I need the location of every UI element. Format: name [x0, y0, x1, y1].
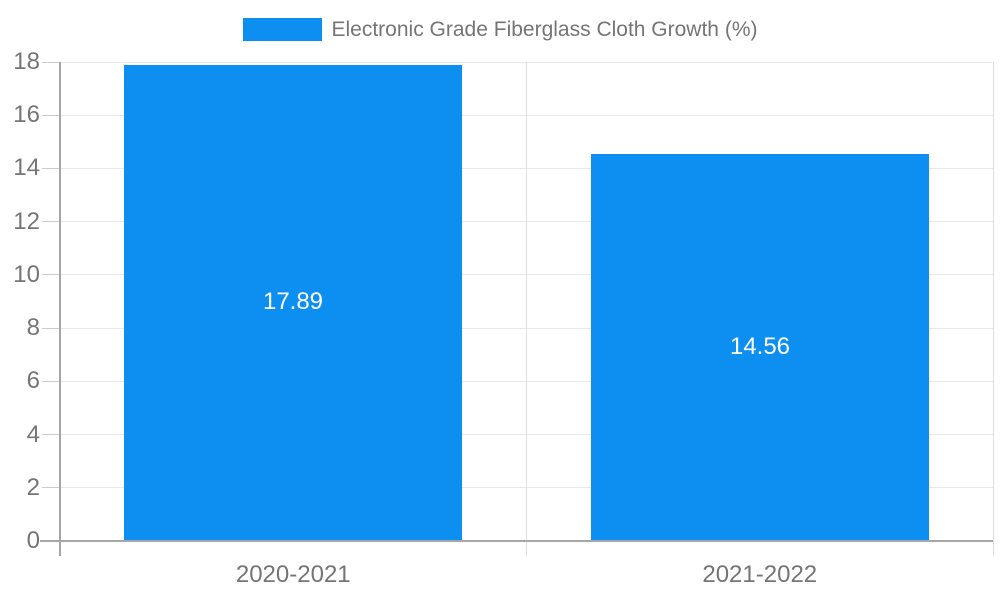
y-axis-tick [42, 221, 60, 223]
y-axis-tick-label: 2 [26, 473, 40, 501]
y-axis-tick-label: 16 [13, 101, 40, 129]
y-axis-tick-label: 18 [13, 48, 40, 75]
bar[interactable]: 17.89 [124, 64, 462, 540]
x-axis-category-label: 2020-2021 [235, 561, 351, 588]
bar-value-label: 17.89 [262, 288, 324, 316]
y-axis-tick-label: 4 [26, 420, 40, 448]
y-axis-tick [42, 114, 60, 116]
y-axis-tick [42, 487, 60, 489]
y-axis-tick-label: 14 [13, 154, 40, 182]
y-axis-tick [42, 61, 60, 63]
y-axis-line [59, 62, 61, 556]
category-boundary-gridline [526, 62, 527, 556]
y-axis-tick [42, 167, 60, 169]
y-axis-tick [42, 380, 60, 382]
bar[interactable]: 14.56 [591, 153, 929, 540]
chart-legend[interactable]: Electronic Grade Fiberglass Cloth Growth… [0, 18, 1000, 41]
y-axis-tick-label: 8 [26, 314, 40, 342]
y-axis-tick [42, 274, 60, 276]
bar-value-label: 14.56 [729, 332, 791, 360]
x-axis-line [40, 540, 993, 542]
y-axis-tick-label: 0 [26, 527, 40, 554]
y-axis-tick-label: 10 [13, 260, 40, 288]
y-axis-tick [42, 434, 60, 436]
y-axis-tick-label: 12 [13, 207, 40, 235]
y-axis-tick-label: 6 [26, 367, 40, 395]
legend-label: Electronic Grade Fiberglass Cloth Growth… [331, 18, 758, 41]
y-axis-tick [42, 327, 60, 329]
category-boundary-gridline [992, 62, 994, 556]
plot-area: 0 2 4 6 8 10 12 14 16 18 17.89 2020-2021 14.56 2021-2… [13, 48, 994, 588]
x-axis-category-label: 2021-2022 [702, 561, 818, 588]
legend-swatch [242, 18, 322, 41]
